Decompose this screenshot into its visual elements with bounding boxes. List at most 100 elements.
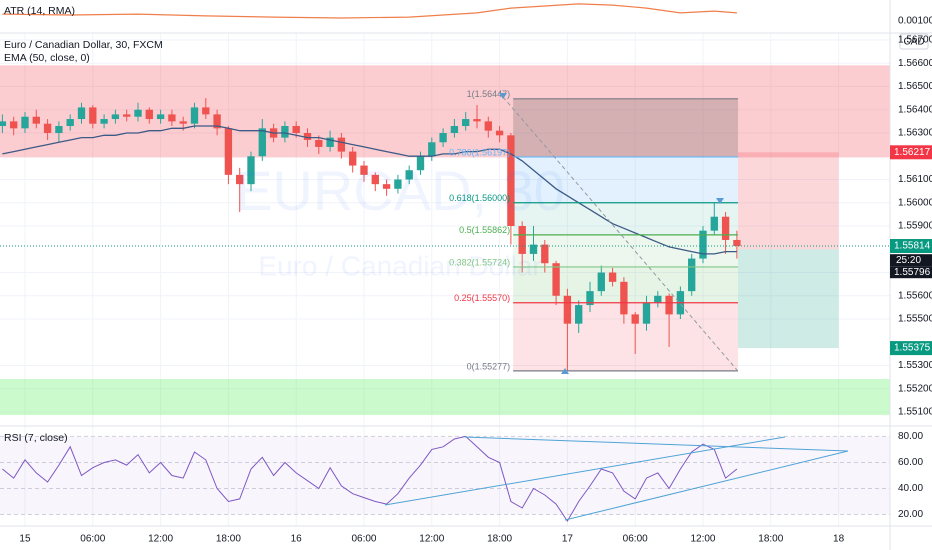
candle-body bbox=[473, 119, 481, 122]
currency-badge[interactable] bbox=[899, 33, 929, 50]
ema-line bbox=[2, 125, 737, 255]
candle-body bbox=[620, 281, 628, 315]
x-tick-label: 16 bbox=[291, 534, 303, 545]
fib-zone bbox=[513, 98, 739, 157]
candle-body bbox=[303, 132, 312, 140]
candle-body bbox=[597, 272, 605, 292]
candle-body bbox=[450, 126, 459, 133]
y-tick-label: 1.56400 bbox=[898, 104, 932, 115]
candle-body bbox=[326, 137, 334, 147]
zone bbox=[0, 379, 890, 416]
candle-body bbox=[507, 135, 515, 227]
rsi-band bbox=[0, 436, 890, 515]
x-tick-label: 18:00 bbox=[216, 534, 241, 545]
candle-body bbox=[111, 114, 120, 120]
atr-line bbox=[2, 3, 737, 19]
y-tick-label: 1.56300 bbox=[898, 128, 932, 139]
x-tick-label: 18:00 bbox=[487, 534, 512, 545]
trendline bbox=[384, 436, 786, 506]
candle-body bbox=[202, 107, 210, 115]
candle-body bbox=[439, 132, 447, 143]
candle-body bbox=[247, 156, 255, 185]
candle-body bbox=[382, 184, 391, 189]
candle-body bbox=[631, 314, 639, 324]
atr-title: ATR (14, RMA) bbox=[4, 5, 75, 17]
y-tick-label: 1.56700 bbox=[898, 35, 932, 46]
candle-body bbox=[77, 107, 86, 120]
candle-body bbox=[134, 109, 142, 117]
candle-body bbox=[55, 126, 63, 133]
x-tick-label: 06:00 bbox=[80, 534, 105, 545]
candle-body bbox=[654, 295, 662, 303]
price-label-bg bbox=[890, 239, 932, 254]
ema-title: EMA (50, close, 0) bbox=[4, 52, 90, 64]
y-tick-label: 1.55500 bbox=[898, 314, 932, 325]
candle-body bbox=[710, 216, 718, 231]
currency-label[interactable]: CAD bbox=[903, 37, 924, 48]
candle-body bbox=[371, 174, 379, 185]
fib-trend-line bbox=[502, 96, 738, 371]
fib-label: 0.786(1.56197) bbox=[449, 147, 510, 157]
y-tick-label: 1.55200 bbox=[898, 383, 932, 394]
candle-body bbox=[608, 272, 617, 282]
y-tick-label: 1.56600 bbox=[898, 58, 932, 69]
candle-body bbox=[89, 107, 97, 124]
candle-body bbox=[349, 151, 357, 166]
candle-body bbox=[43, 123, 52, 133]
rsi-line bbox=[2, 435, 738, 523]
y-tick-label: 1.55100 bbox=[898, 407, 932, 418]
price-label: 1.55375 bbox=[894, 343, 931, 354]
candle-body bbox=[281, 126, 289, 138]
x-tick-label: 12:00 bbox=[690, 534, 715, 545]
candle-body bbox=[236, 174, 244, 185]
anchor-marker bbox=[716, 198, 724, 204]
y-tick-label: 40.00 bbox=[898, 483, 923, 494]
candle-body bbox=[563, 295, 572, 324]
y-tick-label: 60.00 bbox=[898, 457, 923, 468]
candle-body bbox=[495, 130, 504, 136]
candle-body bbox=[721, 216, 730, 240]
candle-body bbox=[100, 119, 108, 124]
candle-body bbox=[416, 156, 425, 171]
candle-body bbox=[337, 137, 346, 152]
candle-body bbox=[224, 128, 233, 175]
y-tick-label: 1.55900 bbox=[898, 221, 932, 232]
candle-body bbox=[428, 142, 436, 157]
watermark-subtitle: Euro / Canadian Dollar bbox=[258, 250, 541, 281]
y-tick-label: 1.56500 bbox=[898, 81, 932, 92]
candle-body bbox=[518, 226, 526, 254]
fib-label: 0(1.55277) bbox=[467, 361, 511, 371]
candle-body bbox=[292, 126, 300, 133]
rsi-title: RSI (7, close) bbox=[4, 432, 68, 444]
candle-body bbox=[168, 114, 176, 122]
x-tick-label: 12:00 bbox=[148, 534, 173, 545]
price-label-bg bbox=[890, 145, 932, 160]
x-tick-label: 06:00 bbox=[351, 534, 376, 545]
candle-body bbox=[665, 295, 673, 315]
candle-body bbox=[529, 244, 538, 254]
candle-body bbox=[10, 121, 18, 129]
candle-body bbox=[0, 121, 7, 127]
last-price-bg bbox=[890, 266, 932, 279]
candle-body bbox=[179, 121, 187, 124]
candle-body bbox=[156, 114, 165, 120]
candle-body bbox=[405, 170, 413, 180]
anchor-marker bbox=[561, 368, 569, 374]
fib-label: 0.618(1.56000) bbox=[449, 193, 510, 203]
candle-body bbox=[145, 109, 153, 120]
candle-body bbox=[541, 244, 549, 264]
candle-body bbox=[32, 116, 40, 124]
symbol-title: Euro / Canadian Dollar, 30, FXCM bbox=[4, 39, 163, 51]
candle-body bbox=[642, 302, 651, 324]
anchor-marker bbox=[499, 93, 507, 99]
price-label: 1.56217 bbox=[894, 147, 931, 158]
candle-body bbox=[360, 165, 368, 175]
candle-body bbox=[258, 128, 266, 157]
x-tick-label: 17 bbox=[562, 534, 574, 545]
candle-body bbox=[213, 114, 221, 129]
countdown-bg bbox=[890, 254, 932, 267]
y-tick-label: 1.55300 bbox=[898, 360, 932, 371]
price-label-bg bbox=[890, 341, 932, 356]
x-tick-label: 18:00 bbox=[758, 534, 783, 545]
candle-body bbox=[575, 305, 583, 324]
